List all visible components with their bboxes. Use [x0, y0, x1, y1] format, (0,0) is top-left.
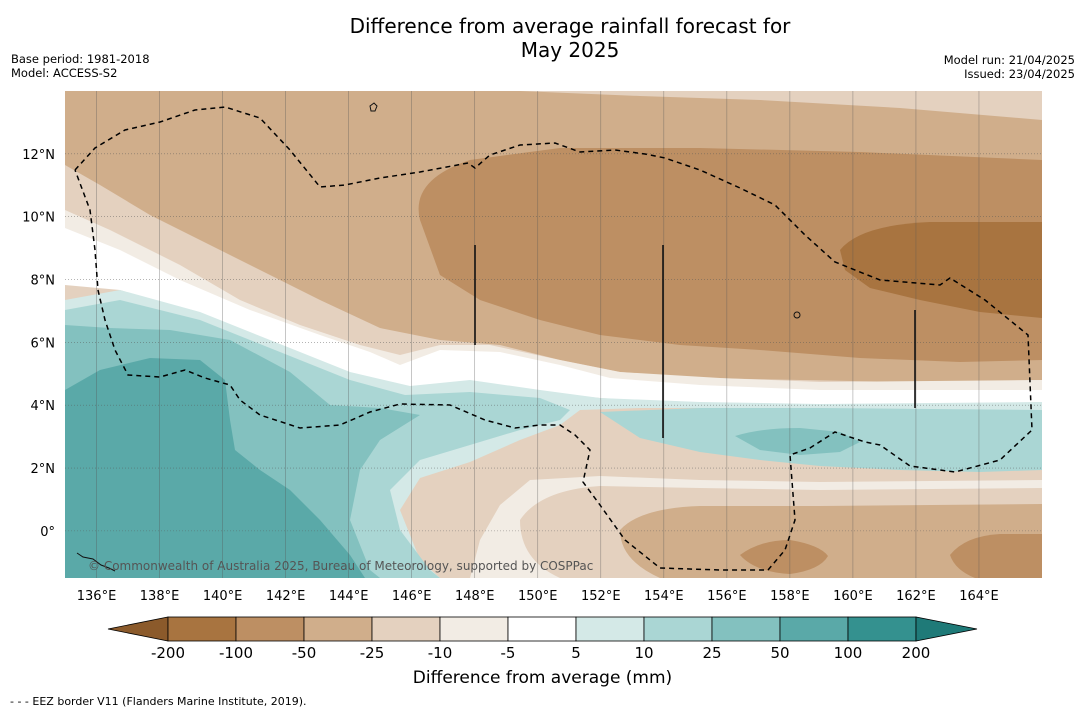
colorbar-low-arrow	[107, 616, 169, 642]
band-10-5	[65, 210, 1042, 398]
copyright-text: © Commonwealth of Australia 2025, Bureau…	[88, 559, 593, 573]
island-marker	[369, 102, 378, 112]
map-title: Difference from average rainfall forecas…	[0, 14, 1085, 62]
band-100-50	[418, 148, 1042, 362]
lon-tick-label: 162°E	[896, 589, 936, 604]
colorbar-swatch	[711, 616, 781, 642]
title-line-1: Difference from average rainfall forecas…	[349, 14, 791, 38]
lat-tick-label: 6°N	[31, 336, 56, 351]
band-lower-100a	[740, 540, 828, 574]
colorbar-swatch	[303, 616, 373, 642]
lat-tick-label: 10°N	[22, 211, 55, 226]
base-period: Base period: 1981-2018	[11, 52, 150, 66]
lon-tick-label: 148°E	[455, 589, 495, 604]
lon-tick-label: 158°E	[770, 589, 810, 604]
colorbar-tick-label: -100	[219, 644, 253, 662]
lat-tick-label: 12°N	[22, 148, 55, 163]
band-lower-50	[620, 504, 1042, 578]
colorbar-swatch	[643, 616, 713, 642]
issued-date: Issued: 23/04/2025	[964, 67, 1075, 81]
lat-tick-label: 0°	[40, 525, 55, 540]
colorbar-tick-label: 10	[634, 644, 653, 662]
colorbar-tick-label: 100	[834, 644, 863, 662]
lon-tick-label: 140°E	[203, 589, 243, 604]
lon-tick-label: 142°E	[266, 589, 306, 604]
eez-border	[74, 106, 1033, 571]
latitude-labels: 12°N 10°N 8°N 6°N 4°N 2°N 0°	[22, 148, 55, 540]
colorbar-tick-label: -50	[292, 644, 317, 662]
meta-left: Base period: 1981-2018 Model: ACCESS-S2	[11, 52, 150, 80]
colorbar: -200 -100 -50 -25 -10 -5 5 10 25 50 100 200	[107, 616, 978, 662]
footnote: - - - EEZ border V11 (Flanders Marine In…	[10, 695, 307, 708]
lat-tick-label: 2°N	[31, 462, 56, 477]
colorbar-tick-label: 200	[902, 644, 931, 662]
island-marker	[793, 311, 801, 319]
lat-tick-label: 4°N	[31, 399, 56, 414]
lon-tick-label: 150°E	[518, 589, 558, 604]
colorbar-tick-label: -10	[428, 644, 453, 662]
meta-right: Model run: 21/04/2025 Issued: 23/04/2025	[944, 53, 1075, 81]
band-top-right-light	[520, 91, 1042, 120]
colorbar-tick-label: 5	[571, 644, 581, 662]
colorbar-tick-label: -200	[151, 644, 185, 662]
colorbar-tick-label: -5	[501, 644, 516, 662]
lon-tick-label: 138°E	[140, 589, 180, 604]
colorbar-swatch	[847, 616, 917, 642]
band-200-100	[840, 222, 1042, 318]
colorbar-swatch	[235, 616, 305, 642]
colorbar-high-arrow	[915, 616, 978, 642]
longitude-labels: 136°E 138°E 140°E 142°E 144°E 146°E 148°E 150°E…	[77, 589, 999, 604]
colorbar-swatch	[371, 616, 441, 642]
lon-tick-label: 146°E	[392, 589, 432, 604]
band-5-5	[65, 228, 1042, 406]
model-run: Model run: 21/04/2025	[943, 53, 1075, 67]
lon-tick-label: 156°E	[707, 589, 747, 604]
lon-tick-label: 144°E	[329, 589, 369, 604]
lon-tick-label: 164°E	[959, 589, 999, 604]
lon-tick-label: 152°E	[581, 589, 621, 604]
colorbar-swatch	[779, 616, 849, 642]
lon-tick-label: 136°E	[77, 589, 117, 604]
lon-tick-label: 160°E	[833, 589, 873, 604]
colorbar-label: Difference from average (mm)	[412, 668, 673, 688]
band-lower-100b	[950, 534, 1042, 578]
colorbar-tick-label: 25	[702, 644, 721, 662]
map-plot-area: © Commonwealth of Australia 2025, Bureau…	[65, 91, 1042, 578]
colorbar-swatch	[167, 616, 237, 642]
lon-tick-label: 154°E	[644, 589, 684, 604]
grid-lines	[65, 91, 1042, 578]
model-name: Model: ACCESS-S2	[11, 66, 118, 80]
title-line-2: May 2025	[520, 38, 620, 62]
colorbar-swatch	[507, 616, 577, 642]
colorbar-swatch	[575, 616, 645, 642]
colorbar-tick-label: 50	[770, 644, 789, 662]
island-marker	[76, 552, 116, 572]
lat-tick-label: 8°N	[31, 274, 56, 289]
colorbar-swatch	[439, 616, 509, 642]
colorbar-tick-label: -25	[360, 644, 385, 662]
